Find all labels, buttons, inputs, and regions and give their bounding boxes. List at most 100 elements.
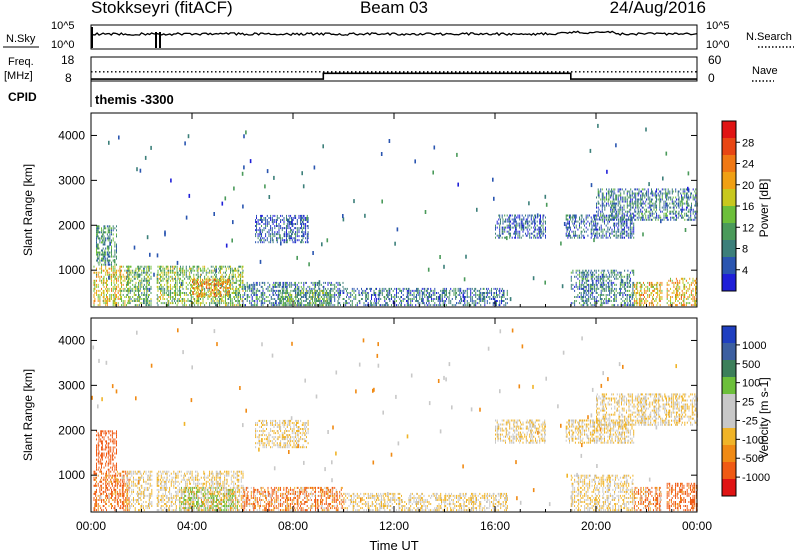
- range-gate-cell: [234, 281, 236, 284]
- range-gate-cell: [256, 287, 258, 290]
- range-gate-cell: [307, 233, 309, 236]
- range-gate-cell: [510, 228, 511, 231]
- range-gate-cell: [665, 206, 667, 209]
- range-gate-cell: [96, 253, 98, 256]
- range-gate-cell: [106, 296, 107, 298]
- range-gate-cell: [383, 287, 385, 290]
- range-gate-cell: [250, 289, 252, 292]
- range-gate-cell: [574, 220, 575, 223]
- range-gate-cell: [168, 271, 170, 274]
- range-gate-cell: [623, 224, 625, 227]
- range-gate-cell: [216, 298, 218, 300]
- range-gate-cell: [103, 279, 105, 282]
- range-gate-cell: [114, 300, 116, 302]
- range-gate-cell: [296, 239, 298, 242]
- range-gate-cell: [150, 298, 152, 300]
- range-gate-cell: [630, 222, 632, 225]
- range-gate-cell: [502, 292, 504, 294]
- range-gate-cell: [651, 204, 652, 207]
- range-gate-cell: [235, 289, 237, 292]
- range-gate-cell: [686, 202, 687, 205]
- range-gate-cell: [590, 232, 592, 235]
- range-gate-cell: [619, 216, 621, 219]
- range-gate-cell: [523, 222, 525, 225]
- range-gate-cell: [246, 296, 248, 298]
- range-gate-cell: [192, 287, 193, 289]
- range-gate-cell: [103, 275, 105, 278]
- range-gate-cell: [202, 302, 204, 305]
- range-gate-cell: [471, 292, 473, 294]
- range-gate-cell: [115, 304, 117, 307]
- range-gate-cell: [655, 196, 657, 199]
- range-gate-cell: [630, 214, 632, 217]
- range-gate-cell: [641, 188, 643, 191]
- range-gate-cell: [579, 222, 580, 225]
- range-gate-cell: [635, 204, 637, 207]
- range-gate-cell: [175, 289, 176, 292]
- range-gate-cell: [675, 204, 677, 207]
- range-gate-cell: [341, 289, 343, 292]
- range-gate-cell: [238, 287, 240, 290]
- range-gate-cell: [104, 263, 106, 266]
- range-gate-cell: [626, 202, 628, 205]
- range-gate-cell: [180, 273, 181, 276]
- range-gate-cell: [292, 298, 294, 300]
- range-gate-cell: [130, 300, 132, 302]
- range-gate-cell: [96, 233, 98, 236]
- range-gate-cell: [203, 281, 205, 283]
- range-gate-cell: [376, 304, 377, 307]
- range-gate-cell: [134, 285, 136, 288]
- range-gate-cell: [629, 208, 631, 211]
- range-gate-cell: [105, 298, 107, 300]
- range-gate-cell: [274, 221, 276, 223]
- range-gate-cell: [501, 300, 502, 302]
- range-gate-cell: [415, 296, 417, 298]
- range-gate-cell: [200, 275, 201, 278]
- range-gate-cell: [611, 214, 613, 217]
- range-gate-cell: [106, 289, 108, 292]
- range-gate-cell: [96, 255, 98, 258]
- range-gate-cell: [177, 302, 179, 305]
- range-gate-cell: [139, 289, 141, 292]
- range-gate-cell: [596, 196, 597, 199]
- range-gate-cell: [340, 294, 341, 296]
- range-gate-cell: [611, 204, 612, 207]
- range-gate-cell: [106, 298, 108, 300]
- range-gate-cell: [687, 202, 689, 205]
- range-gate-cell: [688, 208, 690, 211]
- range-gate-cell: [105, 281, 107, 284]
- range-gate-cell: [681, 216, 683, 219]
- range-gate-cell: [431, 298, 432, 300]
- range-gate-cell: [190, 292, 191, 294]
- range-gate-cell: [241, 300, 243, 302]
- range-gate-cell: [200, 269, 201, 272]
- range-gate-cell: [250, 294, 252, 296]
- range-gate-cell: [432, 304, 434, 307]
- range-gate-cell: [138, 304, 140, 307]
- range-gate-cell: [108, 271, 110, 274]
- range-gate-cell: [215, 285, 216, 288]
- range-gate-cell: [230, 304, 231, 307]
- range-gate-cell: [476, 294, 478, 296]
- range-gate-cell: [677, 194, 679, 197]
- range-gate-cell: [399, 298, 401, 300]
- range-gate-cell: [190, 267, 192, 270]
- range-gate-cell: [204, 265, 206, 268]
- range-gate-cell: [157, 289, 159, 292]
- range-gate-cell: [204, 295, 206, 298]
- range-gate-cell: [274, 298, 276, 300]
- range-gate-cell: [493, 294, 495, 296]
- range-gate-cell: [101, 257, 102, 260]
- range-gate-cell: [298, 304, 300, 307]
- range-gate-cell: [676, 210, 677, 213]
- range-gate-cell: [257, 237, 259, 240]
- range-gate-cell: [657, 216, 659, 219]
- range-gate-cell: [486, 289, 488, 292]
- range-gate-cell: [128, 277, 129, 280]
- range-gate-cell: [200, 269, 202, 272]
- range-gate-cell: [300, 289, 301, 292]
- range-gate-cell: [234, 292, 236, 294]
- range-gate-cell: [251, 287, 253, 290]
- range-gate-cell: [322, 285, 324, 288]
- range-gate-cell: [677, 192, 679, 195]
